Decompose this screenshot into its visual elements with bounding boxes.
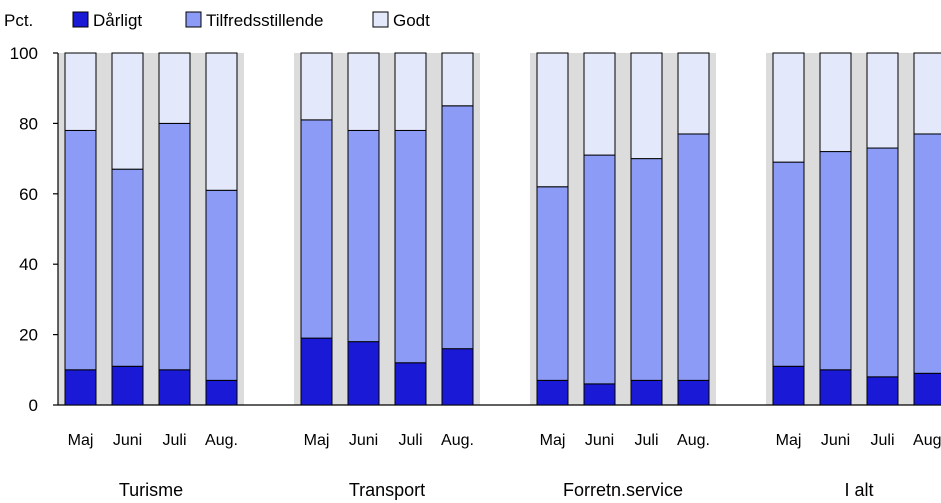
bar-segment-Dårligt-Turisme-Juli — [158, 369, 191, 406]
bar-segment-Tilfredsstillende-Transport-Juli — [394, 129, 427, 364]
bar-segment-Godt-I alt-Maj — [772, 52, 805, 163]
bar-segment-Dårligt-Turisme-Maj — [64, 369, 97, 406]
bar-segment-Dårligt-Turisme-Aug. — [205, 379, 238, 406]
x-group-label: Forretn.service — [563, 480, 683, 500]
x-category-label: Maj — [304, 432, 330, 449]
legend-label: Tilfredsstillende — [206, 11, 323, 30]
bar-segment-Godt-Forretn.service-Aug. — [677, 52, 710, 135]
y-tick-label: 100 — [10, 44, 38, 63]
x-category-label: Juli — [398, 432, 422, 449]
bar-segment-Tilfredsstillende-Transport-Aug. — [441, 105, 474, 350]
bar-segment-Dårligt-Forretn.service-Juli — [630, 379, 663, 406]
bar-segment-Tilfredsstillende-Turisme-Aug. — [205, 189, 238, 381]
bar-segment-Tilfredsstillende-I alt-Juni — [819, 151, 852, 371]
y-tick-label: 80 — [19, 114, 38, 133]
x-group-label: I alt — [844, 480, 873, 500]
legend-swatch — [72, 11, 89, 28]
bar-segment-Dårligt-Transport-Aug. — [441, 348, 474, 406]
y-tick-label: 40 — [19, 255, 38, 274]
bar-segment-Godt-Forretn.service-Juli — [630, 52, 663, 160]
bar-segment-Tilfredsstillende-Turisme-Maj — [64, 129, 97, 371]
bar-segment-Dårligt-I alt-Maj — [772, 365, 805, 406]
bar-segment-Godt-I alt-Juni — [819, 52, 852, 153]
bar-segment-Dårligt-I alt-Juni — [819, 369, 852, 406]
bar-segment-Tilfredsstillende-Transport-Juni — [347, 129, 380, 343]
bar-segment-Dårligt-Turisme-Juni — [111, 365, 144, 406]
x-category-label: Aug. — [441, 432, 474, 449]
legend-swatch — [372, 11, 389, 28]
legend-label: Dårligt — [93, 11, 142, 30]
x-category-label: Juni — [349, 432, 378, 449]
y-tick-label: 0 — [29, 396, 38, 415]
legend-swatch — [185, 11, 202, 28]
y-tick-label: 60 — [19, 185, 38, 204]
bar-segment-Godt-Turisme-Juli — [158, 52, 191, 124]
x-category-label: Juni — [113, 432, 142, 449]
legend: Dårligt Tilfredsstillende Godt — [72, 11, 430, 30]
bar-segment-Dårligt-Forretn.service-Juni — [583, 383, 616, 406]
legend-label: Godt — [393, 11, 430, 30]
bar-segment-Dårligt-I alt-Juli — [866, 376, 899, 406]
y-tick-label: 20 — [19, 326, 38, 345]
x-group-label: Transport — [349, 480, 425, 500]
bar-segment-Godt-Forretn.service-Maj — [536, 52, 569, 188]
bar-segment-Godt-Transport-Juni — [347, 52, 380, 131]
bar-segment-Godt-I alt-Juli — [866, 52, 899, 149]
y-axis-label: Pct. — [4, 11, 33, 30]
bar-segment-Tilfredsstillende-Forretn.service-Aug. — [677, 133, 710, 381]
bar-segment-Tilfredsstillende-I alt-Juli — [866, 147, 899, 378]
bar-segment-Godt-Turisme-Maj — [64, 52, 97, 131]
x-category-label: Juli — [870, 432, 894, 449]
bar-segment-Tilfredsstillende-Transport-Maj — [300, 119, 333, 339]
bar-segment-Godt-Transport-Maj — [300, 52, 333, 121]
bar-segment-Dårligt-Transport-Maj — [300, 337, 333, 406]
bar-segment-Dårligt-I alt-Aug. — [913, 372, 941, 406]
bar-segment-Tilfredsstillende-I alt-Aug. — [913, 133, 941, 374]
bar-segment-Godt-Transport-Aug. — [441, 52, 474, 107]
bar-segment-Godt-Turisme-Aug. — [205, 52, 238, 191]
bar-segment-Tilfredsstillende-Forretn.service-Juli — [630, 158, 663, 381]
bars — [64, 52, 941, 406]
bar-segment-Tilfredsstillende-Turisme-Juni — [111, 168, 144, 367]
bar-segment-Godt-I alt-Aug. — [913, 52, 941, 135]
x-category-label: Juli — [634, 432, 658, 449]
x-category-label: Maj — [540, 432, 566, 449]
x-category-label: Maj — [776, 432, 802, 449]
bar-segment-Tilfredsstillende-Forretn.service-Maj — [536, 186, 569, 381]
bar-segment-Dårligt-Transport-Juni — [347, 341, 380, 406]
bar-segment-Dårligt-Forretn.service-Maj — [536, 379, 569, 406]
x-category-label: Juni — [585, 432, 614, 449]
x-category-label: Juni — [821, 432, 850, 449]
bar-segment-Dårligt-Forretn.service-Aug. — [677, 379, 710, 406]
bar-segment-Godt-Turisme-Juni — [111, 52, 144, 170]
x-category-label: Maj — [68, 432, 94, 449]
bar-segment-Godt-Transport-Juli — [394, 52, 427, 131]
bar-segment-Godt-Forretn.service-Juni — [583, 52, 616, 156]
x-category-label: Aug. — [205, 432, 238, 449]
bar-segment-Tilfredsstillende-Turisme-Juli — [158, 122, 191, 371]
x-category-label: Aug. — [913, 432, 941, 449]
bar-segment-Tilfredsstillende-Forretn.service-Juni — [583, 154, 616, 385]
bar-segment-Tilfredsstillende-I alt-Maj — [772, 161, 805, 367]
x-category-label: Juli — [162, 432, 186, 449]
x-group-label: Turisme — [119, 480, 183, 500]
bar-segment-Dårligt-Transport-Juli — [394, 362, 427, 406]
x-category-label: Aug. — [677, 432, 710, 449]
x-axis-labels: Maj Juni Juli Aug. Turisme Maj Juni Juli Aug. Tra… — [68, 432, 941, 500]
